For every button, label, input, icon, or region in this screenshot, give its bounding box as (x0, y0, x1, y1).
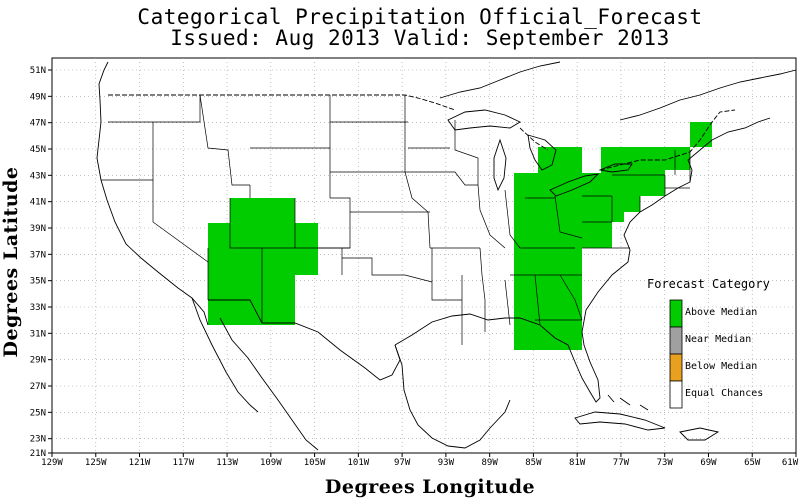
lon-tick-label: 81W (569, 458, 586, 468)
lon-tick-label: 121W (129, 458, 151, 468)
lat-tick-label: 43N (30, 171, 46, 181)
lat-tick-label: 47N (30, 119, 46, 129)
lon-tick-label: 61W (782, 458, 799, 468)
lat-tick-label: 25N (30, 408, 46, 418)
lake-erie (549, 173, 600, 197)
lat-tick-label: 27N (30, 382, 46, 392)
lon-tick-label: 109W (260, 458, 282, 468)
gulf-coastline (394, 313, 601, 449)
lon-tick-label: 125W (85, 458, 107, 468)
lon-tick-label: 77W (613, 458, 630, 468)
lon-tick-label: 65W (744, 458, 761, 468)
us-mexico-border (208, 299, 401, 381)
lon-tick-label: 73W (657, 458, 674, 468)
cuba (574, 411, 666, 431)
longitude-tick-labels: 129W 125W 121W 117W 113W 109W 105W 101W 97W 93W 89… (41, 453, 799, 468)
lat-tick-label: 39N (30, 224, 46, 234)
boundaries (96, 61, 797, 451)
mexico-mainland-coast (219, 317, 319, 451)
lake-superior (447, 109, 521, 131)
legend: Forecast Category Above Median Near Medi… (647, 277, 770, 409)
east-above-median (514, 147, 690, 350)
lon-tick-label: 85W (525, 458, 542, 468)
lake-ontario (598, 163, 633, 173)
legend-swatch-near (669, 326, 683, 355)
southwest-above-median (208, 198, 318, 325)
lake-huron (527, 134, 557, 171)
lon-tick-label: 101W (348, 458, 370, 468)
state-boundaries (101, 94, 691, 345)
maine-above-median (690, 122, 712, 147)
lon-tick-label: 113W (216, 458, 238, 468)
legend-label-above: Above Median (685, 307, 757, 318)
lake-michigan (493, 138, 507, 192)
west-coastline (96, 61, 209, 326)
chart-subtitle: Issued: Aug 2013 Valid: September 2013 (170, 26, 670, 50)
lon-tick-label: 93W (438, 458, 455, 468)
lat-tick-label: 33N (30, 303, 46, 313)
lat-tick-label: 51N (30, 66, 46, 76)
hispaniola (679, 427, 720, 441)
lon-tick-label: 105W (304, 458, 326, 468)
lat-tick-label: 45N (30, 145, 46, 155)
lon-tick-label: 89W (482, 458, 499, 468)
lon-tick-label: 97W (394, 458, 411, 468)
lat-tick-label: 49N (30, 92, 46, 102)
baja-coastline (191, 297, 259, 413)
lon-tick-label: 69W (700, 458, 717, 468)
lat-tick-label: 35N (30, 277, 46, 287)
chart-title: Categorical Precipitation Official_Forec… (137, 5, 703, 29)
legend-swatch-above (669, 299, 683, 328)
lat-tick-label: 21N (30, 449, 46, 459)
forecast-regions (208, 122, 712, 350)
y-axis-label: Degrees Latitude (0, 166, 22, 358)
lon-tick-label: 117W (172, 458, 194, 468)
quebec-features (619, 69, 797, 121)
lat-tick-label: 31N (30, 329, 46, 339)
legend-swatch-equal (669, 380, 683, 409)
legend-title: Forecast Category (647, 277, 770, 291)
lat-tick-label: 23N (30, 435, 46, 445)
bahamas (607, 394, 649, 411)
legend-label-below: Below Median (685, 361, 757, 372)
legend-label-near: Near Median (685, 334, 751, 345)
lat-tick-label: 37N (30, 250, 46, 260)
lat-tick-label: 41N (30, 198, 46, 208)
lon-tick-label: 129W (41, 458, 63, 468)
lat-tick-label: 29N (30, 356, 46, 366)
legend-label-equal: Equal Chances (685, 388, 763, 399)
x-axis-label: Degrees Longitude (324, 476, 536, 498)
legend-swatch-below (669, 353, 683, 382)
latitude-tick-labels: 51N 49N 47N 45N 43N 41N 39N 37N 35N 33N 31N 29N 27N 2… (30, 66, 52, 459)
hudson-bay-coast (439, 61, 561, 99)
